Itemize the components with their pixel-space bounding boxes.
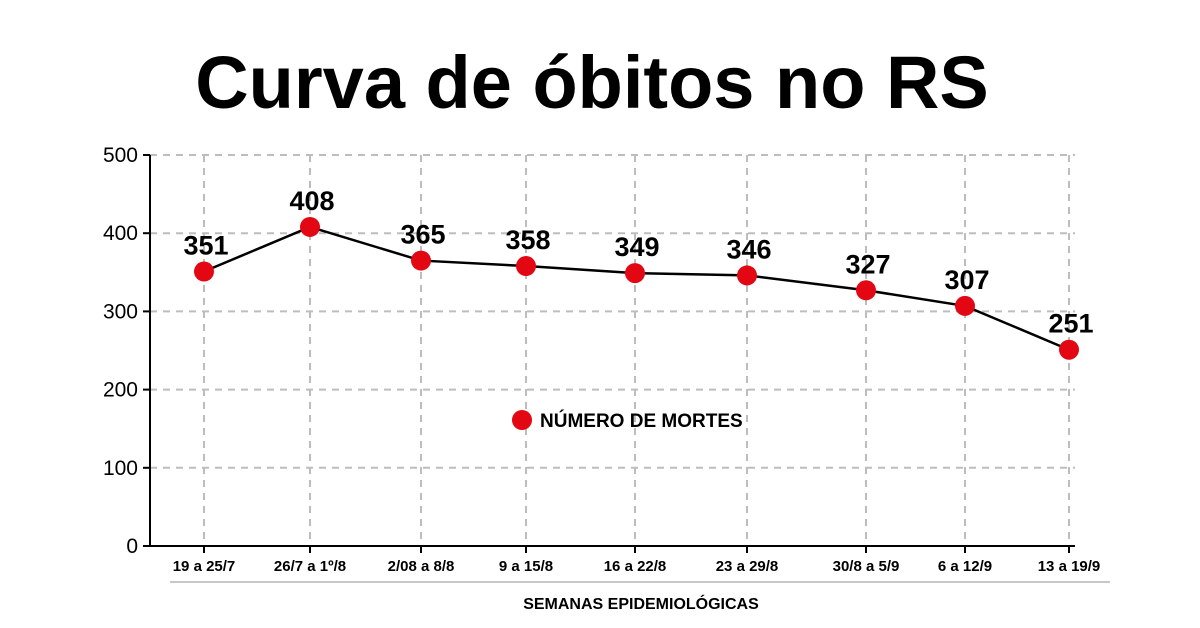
y-tick-label: 500 xyxy=(103,144,138,167)
x-tick-label: 13 a 19/9 xyxy=(1038,558,1101,575)
data-label: 365 xyxy=(400,220,445,250)
chart-title: Curva de óbitos no RS xyxy=(195,41,989,124)
y-tick-label: 0 xyxy=(126,535,138,558)
x-tick-label: 26/7 a 1º/8 xyxy=(274,558,346,575)
data-point xyxy=(955,295,975,316)
data-point xyxy=(1059,339,1079,360)
y-tick-label: 300 xyxy=(103,300,138,323)
legend: NÚMERO DE MORTES xyxy=(512,410,743,432)
data-label: 307 xyxy=(944,265,989,295)
axes xyxy=(143,154,1075,553)
data-point xyxy=(411,250,431,271)
x-tick-label: 16 a 22/8 xyxy=(604,558,667,575)
x-axis-label: SEMANAS EPIDEMIOLÓGICAS xyxy=(523,594,759,613)
legend-label: NÚMERO DE MORTES xyxy=(540,410,743,432)
x-tick-label: 2/08 a 8/8 xyxy=(388,558,455,575)
x-axis-ticks: 19 a 25/7 26/7 a 1º/8 2/08 a 8/8 9 a 15/8 16… xyxy=(173,558,1101,575)
x-tick-label: 19 a 25/7 xyxy=(173,558,236,575)
data-point xyxy=(856,280,876,301)
y-axis-ticks: 0 100 200 300 400 500 xyxy=(103,144,138,558)
data-point xyxy=(625,263,645,284)
x-tick-label: 23 a 29/8 xyxy=(716,558,779,575)
y-tick-label: 100 xyxy=(103,457,138,480)
series: 351 408 365 358 349 346 327 307 251 xyxy=(183,186,1094,360)
y-tick-label: 400 xyxy=(103,222,138,245)
data-point xyxy=(194,261,214,282)
data-label: 351 xyxy=(183,231,228,261)
data-label: 251 xyxy=(1048,309,1093,339)
x-tick-label: 6 a 12/9 xyxy=(938,558,992,575)
x-tick-label: 9 a 15/8 xyxy=(499,558,553,575)
legend-marker xyxy=(512,410,532,430)
data-label: 408 xyxy=(289,186,334,216)
data-point xyxy=(516,256,536,277)
data-label: 346 xyxy=(726,234,771,264)
x-tick-label: 30/8 a 5/9 xyxy=(833,558,900,575)
y-tick-label: 200 xyxy=(103,379,138,402)
data-label: 358 xyxy=(505,225,550,255)
data-label: 327 xyxy=(845,249,890,279)
data-label: 349 xyxy=(614,232,659,262)
data-point xyxy=(300,216,320,237)
data-point xyxy=(737,265,757,286)
